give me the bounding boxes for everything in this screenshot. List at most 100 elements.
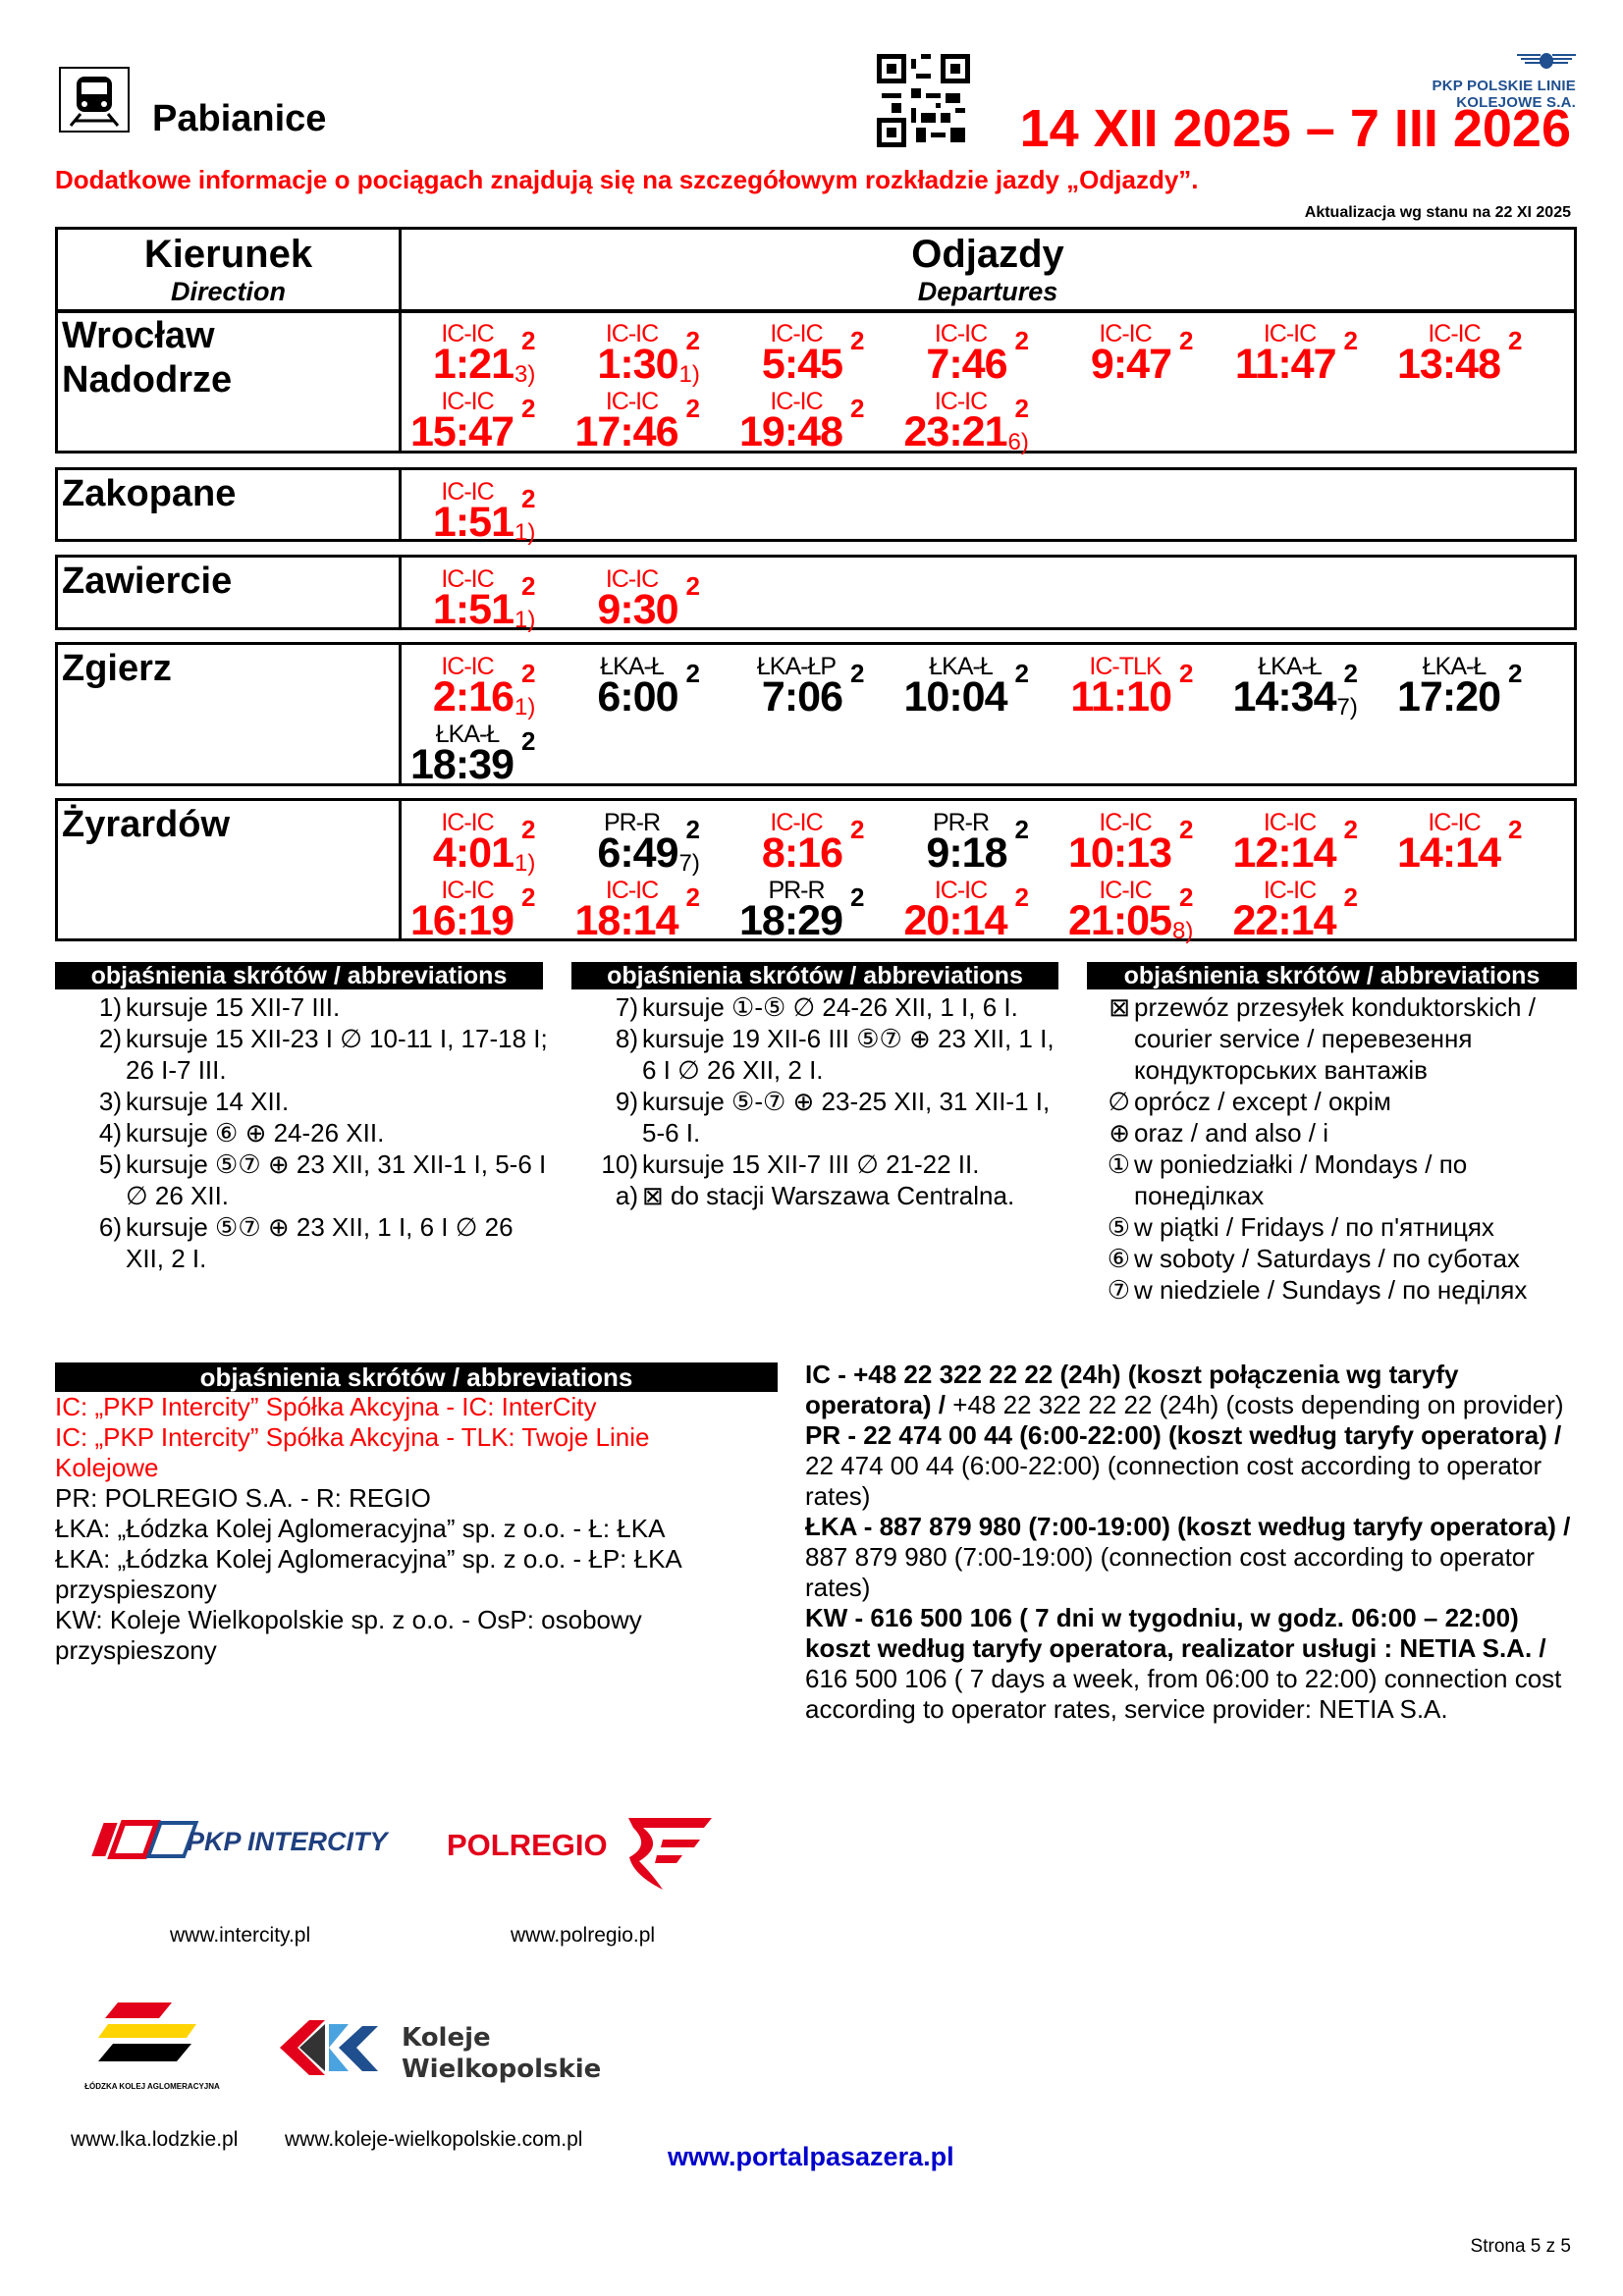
train-class: 2: [850, 394, 865, 423]
departure-cell[interactable]: ŁKA-ŁP 2 7:06: [739, 653, 903, 721]
abbreviations-list: 1) kursuje 15 XII-7 III. 2) kursuje 15 XII-…: [84, 991, 548, 1274]
train-class: 2: [850, 882, 865, 912]
departure-cell[interactable]: IC-IC 2 18:14: [575, 877, 739, 944]
polregio-url[interactable]: www.polregio.pl: [511, 1924, 656, 1947]
abbreviation-key: 4): [98, 1118, 122, 1148]
lka-url[interactable]: www.lka.lodzkie.pl: [71, 2128, 239, 2151]
train-class: 2: [1508, 659, 1523, 688]
qr-code[interactable]: [877, 54, 970, 147]
departure-cell[interactable]: IC-IC 2 7:46: [904, 320, 1068, 388]
kw-url[interactable]: www.koleje-wielkopolskie.com.pl: [285, 2128, 583, 2151]
koleje-wielkopolskie-logo: Koleje Wielkopolskie: [280, 2012, 604, 2096]
train-class: 2: [1179, 659, 1194, 688]
abbreviation-item: 9) kursuje ⑤-⑦ ⊕ 23-25 XII, 31 XII-1 I, 5…: [591, 1086, 1063, 1148]
departure-cell[interactable]: IC-IC 2 14:14: [1397, 809, 1561, 877]
abbreviation-text: oraz / and also / і: [1134, 1118, 1328, 1148]
departure-cell[interactable]: IC-IC 2 4:01 1): [410, 809, 574, 877]
abbreviation-item: ⊠ przewóz przesyłek konduktorskich / cour…: [1107, 991, 1582, 1086]
train-class: 2: [1343, 882, 1358, 912]
abbreviation-key: 9): [615, 1087, 638, 1116]
departure-cell[interactable]: IC-IC 2 22:14: [1233, 877, 1397, 944]
departure-cell[interactable]: IC-IC 2 15:47: [410, 388, 574, 455]
destination-name: Wrocław Nadodrze: [62, 315, 233, 400]
departure-cell[interactable]: IC-IC 2 16:19: [410, 877, 574, 944]
train-icon: [59, 67, 130, 133]
contact-text: 22 474 00 44 (6:00-22:00) (connection co…: [805, 1451, 1542, 1511]
abbreviation-text: ⊠ do stacji Warszawa Centralna.: [642, 1181, 1015, 1210]
abbreviation-key: 2): [98, 1024, 122, 1053]
train-class: 2: [521, 726, 536, 756]
train-category: IC-IC: [605, 388, 659, 415]
train-category: IC-IC: [1263, 320, 1317, 347]
departure-time: 17:20: [1397, 673, 1501, 721]
departure-cell[interactable]: ŁKA-Ł 2 10:04: [904, 653, 1068, 721]
train-category: IC-IC: [1099, 809, 1152, 836]
abbreviation-item: 6) kursuje ⑤⑦ ⊕ 23 XII, 1 I, 6 I ∅ 26 XII…: [84, 1211, 548, 1274]
abbreviation-item: 1) kursuje 15 XII-7 III.: [84, 991, 548, 1023]
departure-time: 7:06: [761, 673, 843, 721]
operator-item: PR: POLREGIO S.A. - R: REGIO: [55, 1483, 431, 1513]
departure-time: 23:21: [903, 408, 1008, 455]
departure-cell[interactable]: IC-IC 2 2:16 1): [410, 653, 574, 721]
departure-time: 11:47: [1234, 341, 1337, 388]
contact-text: +48 22 322 22 22 (24h) (costs depending …: [946, 1390, 1564, 1419]
abbreviation-text: przewóz przesyłek konduktorskich / couri…: [1134, 992, 1536, 1085]
page-number: Strona 5 z 5: [1470, 2236, 1571, 2257]
station-row: Zakopane IC-IC 2 1:51 1): [55, 467, 1577, 546]
portal-pasazera-link[interactable]: www.portalpasazera.pl: [668, 2142, 954, 2171]
departure-time: 19:48: [739, 408, 843, 455]
departure-time: 20:14: [903, 897, 1008, 944]
departure-cell[interactable]: IC-IC 2 9:30: [575, 565, 739, 633]
abbreviation-item: ⊕ oraz / and also / і: [1107, 1117, 1582, 1148]
departure-cell[interactable]: IC-IC 2 20:14: [904, 877, 1068, 944]
abbreviation-text: kursuje 15 XII-23 I ∅ 10-11 I, 17-18 I; …: [126, 1024, 548, 1085]
departure-cell[interactable]: IC-IC 2 21:05 8): [1068, 877, 1232, 944]
departure-cell[interactable]: ŁKA-Ł 2 18:39: [410, 721, 574, 788]
departure-cell[interactable]: IC-IC 2 17:46: [575, 388, 739, 455]
station-row: Zgierz IC-IC 2 2:16 1) ŁKA-Ł 2 6:00 ŁKA-ŁP 2 7:06 Ł…: [55, 642, 1577, 788]
destination-name: Zgierz: [62, 648, 172, 689]
operator-item: IC: „PKP Intercity” Spółka Akcyjna - IC:…: [55, 1392, 597, 1421]
train-category: IC-IC: [441, 320, 494, 347]
train-class: 2: [1179, 815, 1194, 844]
abbreviation-key: 3): [98, 1087, 122, 1116]
departure-cell[interactable]: IC-IC 2 8:16: [739, 809, 903, 877]
departure-cell[interactable]: IC-IC 2 11:47: [1233, 320, 1397, 388]
departure-cell[interactable]: IC-IC 2 5:45: [739, 320, 903, 388]
departure-time: 9:30: [597, 586, 678, 633]
departure-time: 12:14: [1232, 829, 1337, 877]
abbreviation-text: kursuje ⑤-⑦ ⊕ 23-25 XII, 31 XII-1 I, 5-6…: [642, 1087, 1051, 1148]
departure-cell[interactable]: IC-IC 2 1:30 1): [575, 320, 739, 388]
kw-logo-text-1: Koleje: [402, 2023, 491, 2053]
departure-cell[interactable]: ŁKA-Ł 2 14:34 7): [1233, 653, 1397, 721]
departure-cell[interactable]: IC-IC 2 9:47: [1068, 320, 1232, 388]
departure-cell[interactable]: ŁKA-Ł 2 17:20: [1397, 653, 1561, 721]
abbreviation-item: 3) kursuje 14 XII.: [84, 1086, 548, 1117]
departure-cell[interactable]: IC-TLK 2 11:10: [1068, 653, 1232, 721]
footnote-ref: 1): [678, 361, 700, 388]
departure-cell[interactable]: IC-IC 2 1:21 3): [410, 320, 574, 388]
departure-cell[interactable]: IC-IC 2 13:48: [1397, 320, 1561, 388]
train-class: 2: [685, 815, 700, 844]
contacts: IC - +48 22 322 22 22 (24h) (koszt połąc…: [805, 1360, 1581, 1725]
departure-cell[interactable]: IC-IC 2 1:51 1): [410, 565, 574, 633]
plk-logo-text: PKP POLSKIE LINIE KOLEJOWE S.A.: [1432, 78, 1576, 111]
departure-cell[interactable]: IC-IC 2 23:21 6): [904, 388, 1068, 455]
train-category: ŁKA-Ł: [1422, 653, 1487, 680]
departure-cell[interactable]: PR-R 2 6:49 7): [575, 809, 739, 877]
departure-cell[interactable]: ŁKA-Ł 2 6:00: [575, 653, 739, 721]
abbreviation-key: ⑥: [1107, 1244, 1130, 1273]
departure-cell[interactable]: PR-R 2 18:29: [739, 877, 903, 944]
train-class: 2: [685, 659, 700, 688]
departure-time: 9:47: [1090, 341, 1172, 388]
intercity-url[interactable]: www.intercity.pl: [170, 1924, 311, 1947]
departure-cell[interactable]: PR-R 2 9:18: [904, 809, 1068, 877]
train-category: IC-IC: [1428, 320, 1481, 347]
train-category: IC-IC: [441, 388, 494, 415]
departure-cell[interactable]: IC-IC 2 10:13: [1068, 809, 1232, 877]
train-class: 2: [521, 815, 536, 844]
departure-cell[interactable]: IC-IC 2 1:51 1): [410, 478, 574, 546]
departure-cell[interactable]: IC-IC 2 12:14: [1233, 809, 1397, 877]
departure-time: 2:16: [432, 673, 514, 721]
departure-cell[interactable]: IC-IC 2 19:48: [739, 388, 903, 455]
